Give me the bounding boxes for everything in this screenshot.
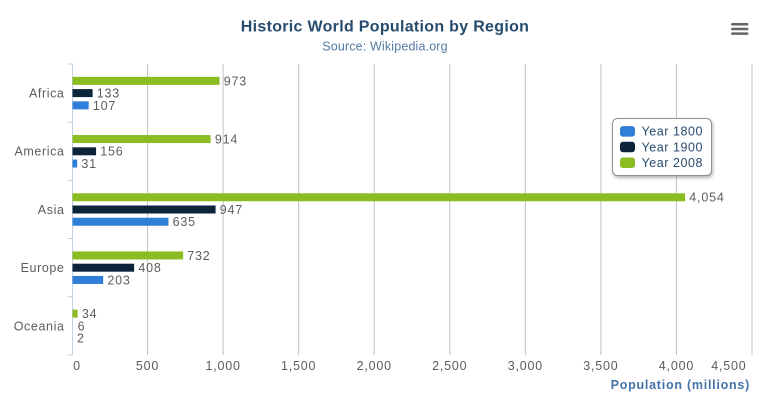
svg-text:Europe: Europe: [21, 261, 65, 275]
svg-text:408: 408: [138, 261, 161, 275]
svg-text:2,000: 2,000: [357, 359, 392, 373]
svg-text:Historic World Population by R: Historic World Population by Region: [241, 19, 529, 36]
svg-text:3,000: 3,000: [508, 359, 543, 373]
svg-text:973: 973: [224, 74, 247, 88]
svg-text:500: 500: [136, 359, 159, 373]
svg-text:3,500: 3,500: [583, 359, 618, 373]
svg-text:4,500: 4,500: [711, 359, 746, 373]
svg-text:947: 947: [220, 203, 243, 217]
svg-text:Africa: Africa: [29, 87, 65, 101]
svg-text:4,054: 4,054: [689, 191, 724, 205]
svg-text:Year 1900: Year 1900: [642, 140, 704, 154]
svg-text:Year 2008: Year 2008: [642, 156, 704, 170]
svg-text:31: 31: [81, 157, 97, 171]
svg-text:Population (millions): Population (millions): [611, 378, 750, 392]
svg-text:4,000: 4,000: [659, 359, 694, 373]
svg-text:1,000: 1,000: [205, 359, 240, 373]
svg-text:107: 107: [93, 99, 116, 113]
svg-text:Oceania: Oceania: [14, 319, 65, 333]
svg-text:Year 1800: Year 1800: [642, 125, 704, 139]
svg-text:914: 914: [215, 132, 238, 146]
svg-text:2,500: 2,500: [432, 359, 467, 373]
svg-text:732: 732: [187, 249, 210, 263]
svg-text:635: 635: [173, 215, 196, 229]
svg-text:156: 156: [100, 145, 123, 159]
svg-text:1,500: 1,500: [281, 359, 316, 373]
svg-text:America: America: [14, 145, 64, 159]
svg-text:34: 34: [82, 307, 98, 321]
svg-text:Source: Wikipedia.org: Source: Wikipedia.org: [322, 40, 447, 54]
svg-text:6: 6: [78, 319, 86, 333]
svg-text:0: 0: [73, 359, 81, 373]
svg-text:203: 203: [107, 273, 130, 287]
svg-text:Asia: Asia: [38, 203, 65, 217]
svg-text:2: 2: [77, 332, 85, 346]
svg-text:133: 133: [97, 87, 120, 101]
